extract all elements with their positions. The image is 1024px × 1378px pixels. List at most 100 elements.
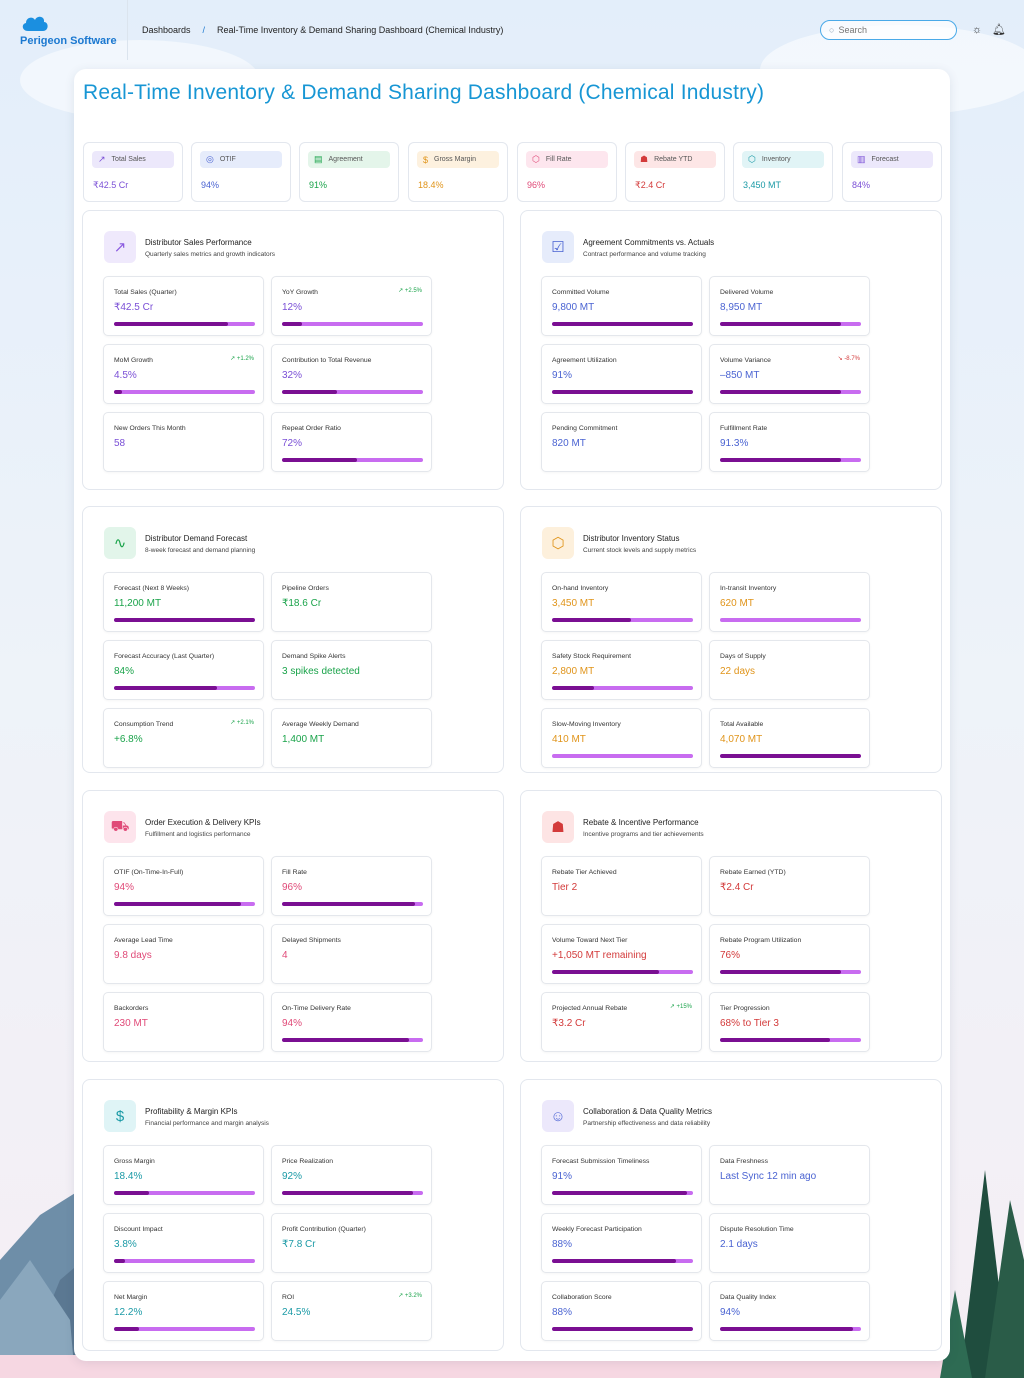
- metric-tile[interactable]: Profit Contribution (Quarter) ₹7.8 Cr: [271, 1213, 432, 1273]
- search-input[interactable]: [838, 25, 939, 35]
- breadcrumb-root[interactable]: Dashboards: [142, 25, 191, 35]
- bell-icon[interactable]: 🔔︎: [992, 24, 1006, 36]
- metric-progress-fill: [282, 390, 337, 394]
- search-box[interactable]: ○: [820, 20, 957, 40]
- section-card-distributor-inventory-status: ⬡ Distributor Inventory Status Current s…: [520, 506, 942, 773]
- metric-tile[interactable]: Volume Toward Next Tier +1,050 MT remain…: [541, 924, 702, 984]
- metric-label: Total Available: [720, 721, 764, 728]
- metric-tile[interactable]: Total Sales (Quarter) ₹42.5 Cr: [103, 276, 264, 336]
- metric-tile[interactable]: Rebate Program Utilization 76%: [709, 924, 870, 984]
- metric-value: 91.3%: [720, 438, 749, 449]
- metric-tile[interactable]: Agreement Utilization 91%: [541, 344, 702, 404]
- sun-icon[interactable]: ☼: [971, 24, 983, 36]
- section-card-collaboration-data-quality-metrics: ☺ Collaboration & Data Quality Metrics P…: [520, 1079, 942, 1351]
- metric-value: 32%: [282, 370, 303, 381]
- metric-progress-fill: [552, 686, 595, 690]
- metric-tile[interactable]: Projected Annual Rebate ₹3.2 Cr ↗ +15%: [541, 992, 702, 1052]
- kpi-card-rebate-ytd[interactable]: ☗ Rebate YTD ₹2.4 Cr: [625, 142, 725, 202]
- kpi-card-inventory[interactable]: ⬡ Inventory 3,450 MT: [733, 142, 833, 202]
- metric-tile[interactable]: Total Available 4,070 MT: [709, 708, 870, 768]
- metric-tile[interactable]: Fulfillment Rate 91.3%: [709, 412, 870, 472]
- kpi-card-otif[interactable]: ◎ OTIF 94%: [191, 142, 291, 202]
- metric-tile[interactable]: Fill Rate 96%: [271, 856, 432, 916]
- metric-tile[interactable]: Consumption Trend +6.8% ↗ +2.1%: [103, 708, 264, 768]
- metric-progress-fill: [720, 458, 842, 462]
- metric-label: Slow-Moving Inventory: [552, 721, 621, 728]
- section-subtitle: 8-week forecast and demand planning: [145, 547, 256, 554]
- metric-label: Dispute Resolution Time: [720, 1226, 794, 1233]
- metric-value: 58: [114, 438, 126, 449]
- metric-tile[interactable]: Forecast Accuracy (Last Quarter) 84%: [103, 640, 264, 700]
- metric-value: 9,800 MT: [552, 302, 595, 313]
- metric-value: 3 spikes detected: [282, 666, 360, 677]
- metric-tile[interactable]: Dispute Resolution Time 2.1 days: [709, 1213, 870, 1273]
- metric-tile[interactable]: Data Freshness Last Sync 12 min ago: [709, 1145, 870, 1205]
- trend-up-icon: ↗: [669, 1004, 677, 1010]
- metric-progress-bar: [114, 1259, 255, 1263]
- metric-tile[interactable]: Rebate Tier Achieved Tier 2: [541, 856, 702, 916]
- metric-tile[interactable]: OTIF (On-Time-In-Full) 94%: [103, 856, 264, 916]
- metric-tile[interactable]: Pending Commitment 820 MT: [541, 412, 702, 472]
- metric-progress-bar: [720, 322, 861, 326]
- metric-tile[interactable]: Net Margin 12.2%: [103, 1281, 264, 1341]
- metric-value: –850 MT: [720, 370, 760, 381]
- metric-progress-bar: [552, 618, 693, 622]
- metric-tile[interactable]: Days of Supply 22 days: [709, 640, 870, 700]
- metric-tile[interactable]: Repeat Order Ratio 72%: [271, 412, 432, 472]
- metric-label: Fill Rate: [282, 869, 307, 876]
- metric-progress-fill: [114, 902, 241, 906]
- metric-tile[interactable]: Average Lead Time 9.8 days: [103, 924, 264, 984]
- kpi-label-pill: $ Gross Margin: [417, 151, 499, 168]
- metric-label: Safety Stock Requirement: [552, 653, 631, 660]
- metric-tile[interactable]: MoM Growth 4.5% ↗ +1.2%: [103, 344, 264, 404]
- metric-tile[interactable]: Weekly Forecast Participation 88%: [541, 1213, 702, 1273]
- brand[interactable]: Perigeon Software: [0, 0, 128, 60]
- box-icon: ⬡: [748, 154, 756, 164]
- metric-progress-fill: [720, 754, 861, 758]
- metric-tile[interactable]: Data Quality Index 94%: [709, 1281, 870, 1341]
- metric-tile[interactable]: On-hand Inventory 3,450 MT: [541, 572, 702, 632]
- metric-tile[interactable]: Demand Spike Alerts 3 spikes detected: [271, 640, 432, 700]
- metric-tile[interactable]: Average Weekly Demand 1,400 MT: [271, 708, 432, 768]
- metric-tile[interactable]: Price Realization 92%: [271, 1145, 432, 1205]
- section-card-agreement-commitments-vs-actuals: ☑ Agreement Commitments vs. Actuals Cont…: [520, 210, 942, 490]
- metric-tile[interactable]: On-Time Delivery Rate 94%: [271, 992, 432, 1052]
- kpi-card-total-sales[interactable]: ↗ Total Sales ₹42.5 Cr: [83, 142, 183, 202]
- metric-progress-bar: [114, 322, 255, 326]
- metric-tile[interactable]: Forecast Submission Timeliness 91%: [541, 1145, 702, 1205]
- metric-tile[interactable]: Delayed Shipments 4: [271, 924, 432, 984]
- metric-tile[interactable]: In-transit Inventory 620 MT: [709, 572, 870, 632]
- metric-tile[interactable]: Collaboration Score 88%: [541, 1281, 702, 1341]
- metric-tile[interactable]: Discount Impact 3.8%: [103, 1213, 264, 1273]
- metric-tile[interactable]: Safety Stock Requirement 2,800 MT: [541, 640, 702, 700]
- metric-tile[interactable]: Pipeline Orders ₹18.6 Cr: [271, 572, 432, 632]
- metric-tile[interactable]: YoY Growth 12% ↗ +2.5%: [271, 276, 432, 336]
- metric-tile[interactable]: ROI 24.5% ↗ +3.2%: [271, 1281, 432, 1341]
- kpi-label-pill: ⬡ Inventory: [742, 151, 824, 168]
- metric-tile[interactable]: Tier Progression 68% to Tier 3: [709, 992, 870, 1052]
- metric-label: Forecast Submission Timeliness: [552, 1158, 650, 1165]
- section-title: Collaboration & Data Quality Metrics: [583, 1107, 712, 1116]
- metric-tile[interactable]: Gross Margin 18.4%: [103, 1145, 264, 1205]
- metric-tile[interactable]: Forecast (Next 8 Weeks) 11,200 MT: [103, 572, 264, 632]
- metric-value: 12%: [282, 302, 303, 313]
- kpi-card-gross-margin[interactable]: $ Gross Margin 18.4%: [408, 142, 508, 202]
- kpi-card-fill-rate[interactable]: ⬡ Fill Rate 96%: [517, 142, 617, 202]
- breadcrumb-separator: /: [202, 25, 206, 35]
- metric-tile[interactable]: Contribution to Total Revenue 32%: [271, 344, 432, 404]
- metric-label: In-transit Inventory: [720, 585, 777, 592]
- metric-progress-fill: [114, 1259, 126, 1263]
- kpi-card-agreement[interactable]: ▤ Agreement 91%: [299, 142, 399, 202]
- metric-label: Discount Impact: [114, 1226, 163, 1233]
- metric-tile[interactable]: Backorders 230 MT: [103, 992, 264, 1052]
- metric-tile[interactable]: Committed Volume 9,800 MT: [541, 276, 702, 336]
- metric-tile[interactable]: Volume Variance –850 MT ↘ -8.7%: [709, 344, 870, 404]
- metric-tile[interactable]: Delivered Volume 8,950 MT: [709, 276, 870, 336]
- metric-label: Average Lead Time: [114, 937, 173, 944]
- metric-tile[interactable]: Rebate Earned (YTD) ₹2.4 Cr: [709, 856, 870, 916]
- metric-tile[interactable]: Slow-Moving Inventory 410 MT: [541, 708, 702, 768]
- metric-tile[interactable]: New Orders This Month 58: [103, 412, 264, 472]
- metric-progress-bar: [720, 970, 861, 974]
- metric-progress-bar: [720, 390, 861, 394]
- kpi-card-forecast[interactable]: ▥ Forecast 84%: [842, 142, 942, 202]
